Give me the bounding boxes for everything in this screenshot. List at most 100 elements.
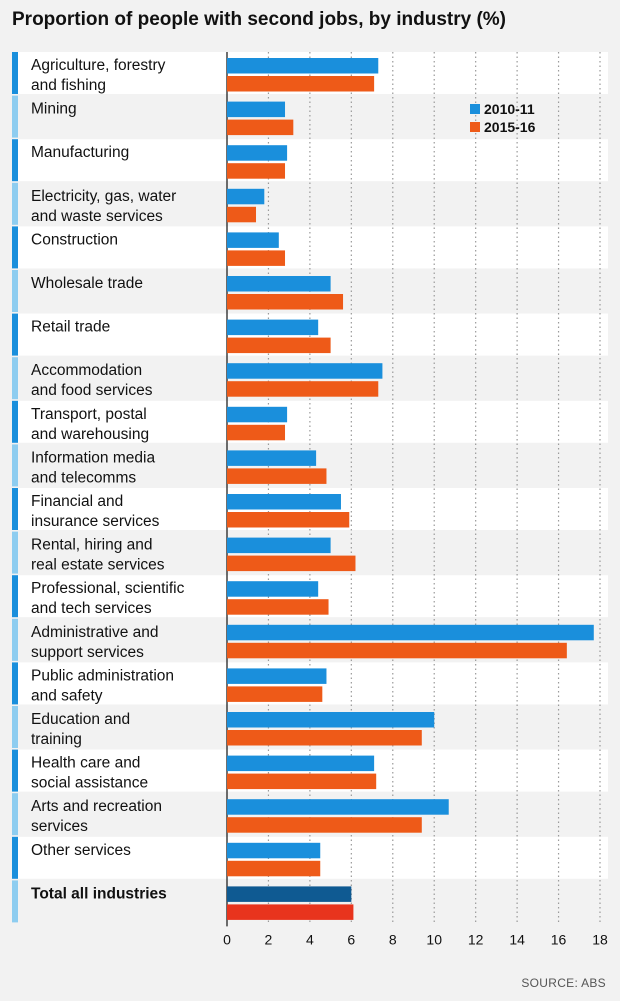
- category-label: Public administration and safety: [31, 667, 174, 704]
- category-label: Administrative and support services: [31, 624, 159, 661]
- row-accent-stripe: [12, 575, 18, 618]
- category-label: Health care and social assistance: [31, 755, 148, 792]
- category-label: Retail trade: [31, 319, 110, 336]
- bar-2015-16: [227, 555, 356, 572]
- bar-2010-11: [227, 450, 317, 466]
- bar-2015-16: [227, 773, 377, 790]
- chart-title: Proportion of people with second jobs, b…: [12, 9, 507, 30]
- row-accent-stripe: [12, 226, 18, 269]
- category-label: Information media and telecomms: [31, 449, 155, 486]
- bar-2015-16: [227, 337, 331, 354]
- bar-2010-11: [227, 755, 375, 772]
- legend: 2010-11 2015-16: [470, 101, 536, 135]
- bar-2010-11: [227, 581, 319, 597]
- row-accent-stripe: [12, 749, 18, 792]
- bar-2010-11: [227, 363, 383, 379]
- bar-2010-11: [227, 319, 319, 336]
- row-accent-stripe: [12, 444, 18, 487]
- category-label: Education and training: [31, 711, 130, 748]
- source-note: SOURCE: ABS: [521, 976, 606, 990]
- bars: [227, 58, 594, 920]
- x-axis-ticks: 0 2 4 6 8 10 12 14 16 18: [223, 931, 608, 947]
- bar-2015-16: [227, 860, 321, 877]
- bar-2010-11: [227, 799, 449, 815]
- x-tick-label: 2: [265, 931, 273, 947]
- category-label: Arts and recreation services: [31, 798, 162, 835]
- row-accent-stripe: [12, 270, 18, 312]
- x-tick-label: 4: [306, 931, 314, 947]
- bar-2015-16: [227, 206, 257, 223]
- bar-2010-11: [227, 145, 288, 161]
- legend-swatch: [470, 104, 480, 114]
- row-accent-stripe: [12, 662, 18, 705]
- category-label: Electricity, gas, water and waste service…: [31, 188, 176, 225]
- bar-2015-16: [227, 76, 375, 92]
- category-labels: Agriculture, forestry and fishing Mining Ma…: [31, 57, 185, 902]
- row-accent-stripe: [12, 52, 18, 94]
- bar-2015-16: [227, 686, 323, 702]
- row-background: [12, 182, 608, 225]
- bar-2010-11: [227, 101, 286, 118]
- bar-2010-11: [227, 624, 594, 641]
- row-accent-stripe: [12, 400, 18, 443]
- row-accent-stripe: [12, 357, 18, 400]
- row-accent-stripe: [12, 793, 18, 836]
- bar-2015-16: [227, 730, 422, 746]
- category-label: Total all industries: [31, 885, 167, 902]
- bar-2015-16: [227, 163, 286, 179]
- bar-2015-16: [227, 381, 379, 397]
- row-accent-stripe: [12, 313, 18, 356]
- legend-swatch: [470, 122, 480, 132]
- bar-2015-16: [227, 642, 567, 659]
- category-label: Professional, scientific and tech service…: [31, 580, 185, 617]
- x-tick-label: 12: [468, 931, 484, 947]
- bar-2010-11: [227, 668, 327, 684]
- x-tick-label: 16: [551, 931, 567, 947]
- bar-2010-11: [227, 494, 341, 510]
- x-tick-label: 0: [223, 931, 231, 947]
- category-label: Manufacturing: [31, 144, 129, 161]
- x-tick-label: 8: [389, 931, 397, 947]
- x-tick-label: 6: [347, 931, 355, 947]
- bar-2015-16: [227, 904, 354, 920]
- bar-2010-11: [227, 232, 279, 248]
- category-label: Construction: [31, 231, 118, 248]
- bar-2010-11: [227, 276, 331, 292]
- bar-2010-11: [227, 537, 331, 554]
- legend-label: 2010-11: [484, 101, 535, 117]
- row-accent-stripe: [12, 618, 18, 661]
- x-tick-label: 14: [509, 931, 525, 947]
- bar-2015-16: [227, 424, 286, 441]
- bar-2015-16: [227, 468, 327, 484]
- row-accent-stripe: [12, 95, 18, 138]
- row-accent-stripe: [12, 880, 18, 923]
- row-accent-stripe: [12, 488, 18, 530]
- bar-2010-11: [227, 712, 435, 728]
- bar-2010-11: [227, 406, 288, 423]
- bar-2010-11: [227, 842, 321, 859]
- category-label: Transport, postal and warehousing: [31, 406, 149, 443]
- bar-2015-16: [227, 599, 329, 615]
- row-accent-stripe: [12, 182, 18, 225]
- row-accent-stripe: [12, 531, 18, 574]
- category-label: Wholesale trade: [31, 275, 143, 292]
- row-accent-stripe: [12, 706, 18, 748]
- bar-2015-16: [227, 817, 422, 833]
- category-label: Rental, hiring and real estate services: [31, 537, 165, 574]
- legend-label: 2015-16: [484, 119, 536, 135]
- bar-2015-16: [227, 512, 350, 528]
- row-accent-stripe: [12, 836, 18, 879]
- x-tick-label: 10: [426, 931, 442, 947]
- bar-2010-11: [227, 188, 265, 205]
- bar-2015-16: [227, 294, 344, 310]
- bar-2015-16: [227, 250, 286, 266]
- row-accent-stripe: [12, 139, 18, 182]
- category-label: Other services: [31, 842, 131, 859]
- bar-2010-11: [227, 886, 352, 902]
- x-tick-label: 18: [592, 931, 608, 947]
- bar-2010-11: [227, 58, 379, 74]
- category-label: Agriculture, forestry and fishing: [31, 57, 166, 94]
- bar-2015-16: [227, 119, 294, 136]
- category-label: Mining: [31, 101, 77, 118]
